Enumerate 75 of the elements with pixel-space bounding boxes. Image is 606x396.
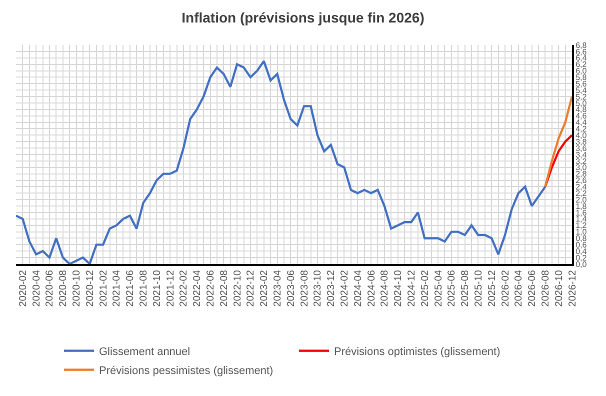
x-tick-label: 2023-02 <box>259 270 270 307</box>
x-tick-label: 2026-12 <box>567 270 578 307</box>
y-tick-label: 3,4 <box>576 150 588 160</box>
y-tick-label: 4,6 <box>576 112 588 121</box>
x-tick-label: 2025-10 <box>473 270 484 307</box>
x-tick-label: 2026-04 <box>514 270 525 307</box>
x-tick-label: 2022-06 <box>206 270 217 307</box>
x-tick-label: 2021-08 <box>138 270 150 307</box>
x-tick-label: 2020-02 <box>18 270 29 307</box>
x-tick-label: 2026-06 <box>527 270 538 307</box>
x-tick-label: 2024-02 <box>339 270 350 307</box>
y-tick-label: 6,6 <box>576 47 588 56</box>
x-tick-label: 2023-08 <box>299 270 310 307</box>
x-tick-label: 2020-10 <box>72 270 83 307</box>
x-tick-label: 2023-06 <box>286 270 297 307</box>
y-tick-label: 0,0 <box>576 260 588 269</box>
x-tick-label: 2021-06 <box>125 270 136 307</box>
y-tick-label: 2,6 <box>576 176 588 186</box>
chart-title: Inflation (prévisions jusque fin 2026) <box>182 10 424 26</box>
y-tick-label: 0,2 <box>576 253 588 262</box>
y-tick-label: 6,8 <box>576 40 588 50</box>
y-tick-label: 1,8 <box>576 202 588 211</box>
y-tick-label: 2,8 <box>576 170 588 179</box>
y-tick-label: 1,4 <box>576 214 588 224</box>
x-tick-label: 2025-08 <box>460 270 472 307</box>
y-tick-label: 6,4 <box>576 54 588 63</box>
y-tick-label: 4,4 <box>576 118 588 128</box>
line-series <box>16 60 546 264</box>
y-tick-label: 1,2 <box>576 221 588 230</box>
y-tick-label: 2,0 <box>576 195 588 204</box>
y-tick-label: 3,8 <box>576 137 588 146</box>
x-tick-label: 2021-04 <box>112 270 123 307</box>
x-tick-label: 2020-08 <box>58 270 70 307</box>
x-tick-label: 2026-10 <box>554 270 565 307</box>
x-tick-label: 2024-12 <box>406 270 418 307</box>
y-tick-label: 3,0 <box>576 163 588 172</box>
x-tick-label: 2023-04 <box>272 270 284 307</box>
y-tick-label: 6,0 <box>576 66 588 76</box>
x-tick-label: 2022-10 <box>232 270 244 307</box>
x-tick-label: 2024-08 <box>380 270 391 307</box>
x-tick-label: 2026-02 <box>500 270 512 307</box>
x-tick-label: 2024-10 <box>393 270 404 307</box>
line-series <box>544 134 572 188</box>
x-tick-label: 2024-04 <box>352 270 364 307</box>
legend-label: Prévisions optimistes (glissement) <box>334 346 500 358</box>
x-tick-label: 2026-08 <box>540 270 552 307</box>
x-tick-label: 2023-12 <box>326 270 338 307</box>
x-tick-label: 2025-06 <box>446 270 458 307</box>
x-tick-label: 2022-08 <box>218 270 230 307</box>
x-tick-label: 2021-10 <box>152 270 163 307</box>
x-tick-label: 2022-12 <box>246 270 257 307</box>
x-tick-label: 2020-12 <box>84 270 96 307</box>
y-tick-label: 3,6 <box>576 144 588 153</box>
y-tick-label: 0,4 <box>576 246 588 256</box>
x-tick-label: 2025-12 <box>486 270 498 307</box>
x-tick-label: 2022-02 <box>178 270 190 307</box>
x-tick-label: 2025-04 <box>433 270 444 307</box>
y-tick-label: 4,8 <box>576 105 588 114</box>
y-tick-label: 5,2 <box>576 92 588 102</box>
y-tick-label: 5,0 <box>576 98 588 108</box>
legend-label: Glissement annuel <box>99 346 190 358</box>
x-tick-label: 2025-02 <box>420 270 431 307</box>
x-tick-label: 2024-06 <box>366 270 378 307</box>
x-tick-label: 2022-04 <box>192 270 204 307</box>
legend-label: Prévisions pessimistes (glissement) <box>99 365 274 378</box>
x-tick-label: 2020-06 <box>44 270 56 307</box>
x-tick-label: 2020-04 <box>31 270 42 307</box>
y-tick-label: 6,2 <box>576 60 588 70</box>
y-tick-label: 1,6 <box>576 208 588 218</box>
x-tick-label: 2021-12 <box>165 270 176 307</box>
y-tick-label: 1,0 <box>576 228 588 237</box>
x-tick-label: 2023-10 <box>312 270 324 307</box>
y-tick-label: 3,2 <box>576 156 588 166</box>
line-series <box>544 95 572 188</box>
x-tick-label: 2021-02 <box>98 270 110 307</box>
